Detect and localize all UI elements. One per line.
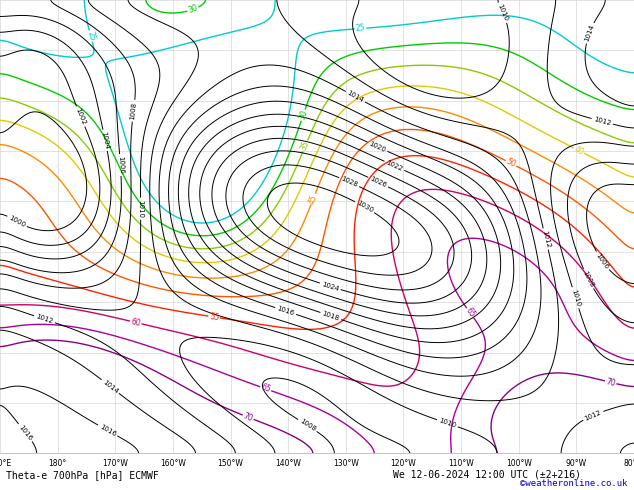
Text: Theta-e 700hPa [hPa] ECMWF: Theta-e 700hPa [hPa] ECMWF: [6, 470, 159, 480]
Text: 1012: 1012: [35, 314, 54, 325]
Text: 1012: 1012: [584, 409, 602, 421]
Text: 1014: 1014: [346, 90, 365, 103]
Text: 1000: 1000: [8, 215, 27, 228]
Text: 1012: 1012: [541, 229, 551, 248]
Text: 1010: 1010: [438, 417, 457, 429]
Text: 1026: 1026: [369, 175, 387, 189]
Text: 1018: 1018: [321, 310, 340, 322]
Text: 100°W: 100°W: [506, 459, 532, 468]
Text: 1014: 1014: [101, 379, 119, 394]
Text: 1006: 1006: [117, 156, 124, 174]
Text: 80°W: 80°W: [623, 459, 634, 468]
Text: 1004: 1004: [101, 131, 110, 149]
Text: 1030: 1030: [356, 200, 374, 214]
Text: 150°W: 150°W: [217, 459, 243, 468]
Text: 50: 50: [505, 157, 517, 170]
Text: ©weatheronline.co.uk: ©weatheronline.co.uk: [520, 479, 628, 488]
Text: 1010: 1010: [496, 3, 509, 22]
Text: 40: 40: [573, 145, 585, 157]
Text: 30: 30: [187, 3, 199, 15]
Text: 1002: 1002: [74, 107, 87, 126]
Text: 70: 70: [605, 377, 616, 388]
Text: 65: 65: [463, 306, 477, 319]
Text: 65: 65: [259, 383, 272, 394]
Text: 90°W: 90°W: [566, 459, 587, 468]
Text: 1006: 1006: [595, 252, 610, 270]
Text: 160°W: 160°W: [160, 459, 186, 468]
Text: 55: 55: [209, 312, 219, 322]
Text: 1010: 1010: [570, 288, 581, 307]
Text: 1016: 1016: [276, 305, 295, 317]
Text: 1008: 1008: [298, 418, 316, 433]
Text: 25: 25: [355, 24, 366, 33]
Text: 60: 60: [130, 317, 141, 328]
Text: 140°W: 140°W: [275, 459, 301, 468]
Text: 180°: 180°: [49, 459, 67, 468]
Text: 35: 35: [299, 140, 311, 152]
Text: 25: 25: [85, 30, 96, 42]
Text: 1022: 1022: [385, 159, 404, 172]
Text: 1014: 1014: [583, 24, 595, 43]
Text: 1024: 1024: [321, 281, 340, 292]
Text: 1010: 1010: [138, 199, 144, 218]
Text: 1028: 1028: [340, 176, 359, 189]
Text: 1012: 1012: [593, 116, 612, 126]
Text: 45: 45: [307, 193, 319, 205]
Text: 1020: 1020: [368, 140, 387, 153]
Text: 30: 30: [297, 109, 309, 121]
Text: 1016: 1016: [98, 423, 117, 438]
Text: 70: 70: [242, 411, 254, 423]
Text: 1016: 1016: [18, 424, 34, 441]
Text: 1008: 1008: [129, 101, 138, 120]
Text: We 12-06-2024 12:00 UTC (±2+216): We 12-06-2024 12:00 UTC (±2+216): [393, 470, 581, 480]
Text: 1008: 1008: [581, 270, 595, 288]
Text: 120°W: 120°W: [391, 459, 417, 468]
Text: 110°W: 110°W: [448, 459, 474, 468]
Text: 170°E: 170°E: [0, 459, 11, 468]
Text: 130°W: 130°W: [333, 459, 359, 468]
Text: 170°W: 170°W: [102, 459, 128, 468]
